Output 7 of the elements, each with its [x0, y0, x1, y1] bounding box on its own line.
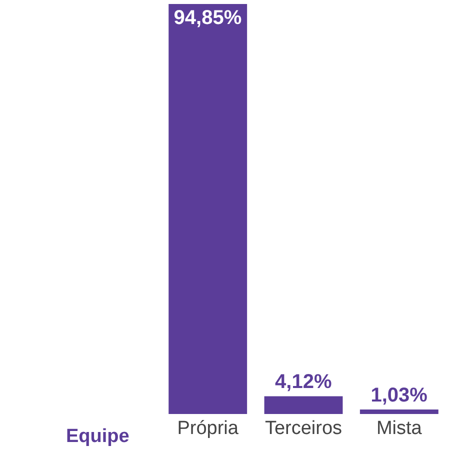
data-label: 94,85%: [174, 7, 242, 29]
x-tick-label: Própria: [177, 418, 239, 439]
x-tick-label: Terceiros: [264, 418, 342, 439]
data-label: 4,12%: [275, 371, 332, 394]
data-label: 1,03%: [370, 384, 428, 407]
x-axis-title: Equipe: [66, 426, 130, 447]
x-tick-label: Mista: [376, 418, 422, 439]
